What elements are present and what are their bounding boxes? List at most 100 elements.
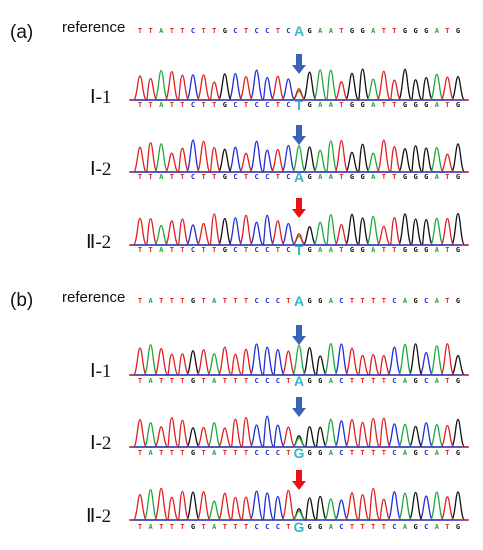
panel-b-sample-2-blue-arrow bbox=[292, 397, 306, 417]
panel-b-reference-base: A bbox=[403, 297, 408, 305]
panel-a-sample-3-base: A bbox=[329, 246, 334, 254]
panel-b-sample-3-base: G bbox=[307, 523, 311, 531]
panel-b-sample-3-base: A bbox=[435, 523, 440, 531]
panel-a-reference-base: G bbox=[360, 27, 364, 35]
panel-b-sample-1-base: A bbox=[329, 377, 334, 385]
panel-a-sample-1-base: G bbox=[413, 101, 417, 109]
panel-b-reference-base: T bbox=[138, 297, 142, 305]
panel-b-sample-3-base: T bbox=[170, 523, 174, 531]
panel-b-sample-1-base: G bbox=[413, 377, 417, 385]
panel-a-sample-3-base: T bbox=[180, 246, 184, 254]
panel-a-sample-2-base: G bbox=[307, 173, 311, 181]
panel-a-sample-3-base: G bbox=[350, 246, 354, 254]
panel-a-sample-1-variant-base: T bbox=[295, 97, 304, 113]
panel-b-sample-2-base: T bbox=[350, 449, 354, 457]
panel-a-sample-1-base: T bbox=[148, 101, 152, 109]
panel-a-sample-1-base: T bbox=[138, 101, 142, 109]
panel-a-reference-base: T bbox=[392, 27, 396, 35]
panel-a-sample-2-base: T bbox=[445, 173, 449, 181]
panel-b-sample-1-base: T bbox=[286, 377, 290, 385]
panel-b-sample-2-base: C bbox=[339, 449, 343, 457]
panel-a-reference-base: G bbox=[223, 27, 227, 35]
panel-b-sample-3-base: A bbox=[329, 523, 334, 531]
panel-a-sample-1-base: G bbox=[456, 101, 460, 109]
panel-b-sample-2-base: T bbox=[138, 449, 142, 457]
panel-b-sample-2-base: A bbox=[403, 449, 408, 457]
panel-a-sample-1-base: A bbox=[159, 101, 164, 109]
panel-a-sample-1-base: C bbox=[286, 101, 290, 109]
panel-a-sample-3-base: T bbox=[445, 246, 449, 254]
panel-b-reference-base: T bbox=[233, 297, 237, 305]
panel-a-reference-base: T bbox=[201, 27, 205, 35]
panel-b-sample-3-variant-base: G bbox=[294, 519, 305, 535]
panel-b-sample-1-base: T bbox=[180, 377, 184, 385]
panel-a-sample-1-base: A bbox=[329, 101, 334, 109]
panel-a-sample-3-base: C bbox=[286, 246, 290, 254]
panel-b-sample-1-base: T bbox=[223, 377, 227, 385]
panel-b-sample-3-base: T bbox=[350, 523, 354, 531]
panel-a-reference-base: T bbox=[180, 27, 184, 35]
panel-a-sample-1-base: T bbox=[276, 101, 280, 109]
panel-a-reference-base: C bbox=[286, 27, 290, 35]
panel-a-reference-base: A bbox=[435, 27, 440, 35]
panel-a-reference-base: G bbox=[403, 27, 407, 35]
panel-b-sample-1-base: T bbox=[233, 377, 237, 385]
panel-b-reference-base: C bbox=[276, 297, 280, 305]
panel-b-reference-label: reference bbox=[62, 289, 125, 306]
panel-a-sample-1-base: A bbox=[435, 101, 440, 109]
panel-b-reference-base: C bbox=[254, 297, 258, 305]
panel-b-reference-base: G bbox=[318, 297, 322, 305]
panel-b-sample-1-label: Ⅰ-1 bbox=[90, 361, 111, 382]
panel-a-sample-1-base: G bbox=[223, 101, 227, 109]
panel-a-sample-2-base: G bbox=[403, 173, 407, 181]
panel-a-sample-2-base: T bbox=[170, 173, 174, 181]
panel-b-sample-3-base: T bbox=[286, 523, 290, 531]
panel-a-sample-2-base: A bbox=[159, 173, 164, 181]
panel-a-sample-1-trace-C bbox=[129, 69, 469, 101]
panel-a-sample-3-base: G bbox=[403, 246, 407, 254]
panel-b-sample-3-red-arrow bbox=[292, 470, 306, 490]
panel-b-reference-base: A bbox=[148, 297, 153, 305]
panel-b-sample-3-base: A bbox=[148, 523, 153, 531]
panel-a-reference-variant-base: A bbox=[294, 23, 304, 39]
panel-a-sample-3-trace-C bbox=[129, 214, 469, 246]
panel-a-reference-base: C bbox=[233, 27, 237, 35]
panel-a-sample-1-base: C bbox=[265, 101, 269, 109]
panel-b-sample-2-base: T bbox=[445, 449, 449, 457]
panel-a-sample-1-base: T bbox=[445, 101, 449, 109]
panel-a-reference-base: A bbox=[318, 27, 323, 35]
panel-a-reference-base: T bbox=[445, 27, 449, 35]
panel-a-sample-2-base: T bbox=[138, 173, 142, 181]
panel-b-sample-1-base: G bbox=[307, 377, 311, 385]
panel-b-sample-1-base: T bbox=[371, 377, 375, 385]
panel-b-sample-2-base: C bbox=[392, 449, 396, 457]
panel-b-sample-2-base: T bbox=[360, 449, 364, 457]
panel-a-reference-base: C bbox=[191, 27, 195, 35]
panel-a-sample-3-base: T bbox=[382, 246, 386, 254]
panel-b-sample-1-base: C bbox=[254, 377, 258, 385]
panel-a-sample-2-base: G bbox=[413, 173, 417, 181]
panel-b-sample-3-base: C bbox=[392, 523, 396, 531]
panel-a-sample-1-trace-T bbox=[129, 70, 469, 101]
panel-a-sample-1-base: G bbox=[307, 101, 311, 109]
panel-a-sample-3-base: A bbox=[371, 246, 376, 254]
panel-a-sample-1-base: T bbox=[392, 101, 396, 109]
panel-b-sample-1-trace-G bbox=[129, 343, 469, 376]
panel-b-sample-2-base: C bbox=[424, 449, 428, 457]
panel-b-reference-base: T bbox=[170, 297, 174, 305]
panel-a-sample-2-base: C bbox=[191, 173, 195, 181]
panel-b-reference-base: T bbox=[360, 297, 364, 305]
panel-a-sample-2-base: G bbox=[223, 173, 227, 181]
panel-b-sample-3-label: Ⅱ-2 bbox=[86, 506, 111, 527]
panel-b-sample-3-base: T bbox=[233, 523, 237, 531]
panel-b-sample-2-base: A bbox=[212, 449, 217, 457]
panel-a-sample-2-base: T bbox=[148, 173, 152, 181]
panel-a-sample-1-base: C bbox=[191, 101, 195, 109]
panel-b-sample-1-base: T bbox=[201, 377, 205, 385]
panel-b-reference-base: T bbox=[445, 297, 449, 305]
panel-a-sample-3-base: G bbox=[223, 246, 227, 254]
panel-a-sample-3-base: T bbox=[201, 246, 205, 254]
panel-a-sample-1-label: Ⅰ-1 bbox=[90, 87, 111, 108]
panel-b-reference-base: T bbox=[223, 297, 227, 305]
